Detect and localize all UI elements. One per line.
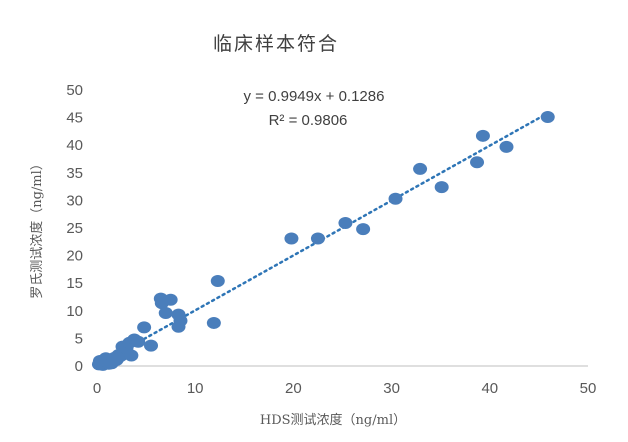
x-axis-label: HDS测试浓度（ng/ml） [260, 412, 406, 428]
data-point [284, 232, 299, 245]
data-point [388, 192, 403, 205]
data-point [158, 307, 173, 320]
data-point [540, 111, 555, 124]
y-axis-label: 罗氏测试浓度（ng/ml） [29, 157, 45, 299]
chart-title: 临床样本符合 [213, 33, 339, 55]
y-tick-label: 35 [66, 165, 83, 182]
y-tick-label: 30 [66, 192, 83, 209]
y-tick-label: 15 [66, 275, 83, 292]
data-point [338, 217, 353, 230]
data-point [144, 339, 159, 352]
y-tick-label: 50 [66, 82, 83, 99]
x-tick-label: 10 [187, 380, 204, 397]
data-point [470, 156, 485, 169]
data-point [356, 223, 371, 236]
y-tick-label: 20 [66, 248, 83, 265]
data-point [137, 321, 152, 334]
y-tick-label: 40 [66, 137, 83, 154]
x-tick-label: 30 [383, 380, 400, 397]
data-point [124, 349, 139, 362]
data-point [499, 140, 514, 153]
data-point [173, 314, 188, 327]
data-point [413, 162, 428, 175]
x-tick-label: 40 [481, 380, 498, 397]
data-points [91, 111, 555, 371]
data-point [475, 129, 490, 142]
data-point [104, 357, 119, 370]
data-point [131, 335, 146, 348]
data-point [310, 232, 325, 245]
y-tick-label: 0 [75, 358, 83, 375]
data-point [163, 293, 178, 306]
x-tick-label: 0 [93, 380, 101, 397]
x-tick-labels: 0 10 20 30 40 50 [93, 380, 597, 397]
x-tick-label: 50 [580, 380, 597, 397]
data-point [210, 274, 225, 287]
y-tick-label: 45 [66, 110, 83, 127]
data-point [206, 316, 221, 329]
trendline-r-squared: R² = 0.9806 [269, 112, 348, 129]
y-tick-label: 10 [66, 303, 83, 320]
trendline-equation: y = 0.9949x + 0.1286 [244, 88, 385, 105]
y-tick-labels: 0 5 10 15 20 25 30 35 40 45 50 [66, 82, 83, 375]
y-tick-label: 25 [66, 220, 83, 237]
data-point [434, 181, 449, 194]
y-tick-label: 5 [75, 330, 83, 347]
x-tick-label: 20 [285, 380, 302, 397]
